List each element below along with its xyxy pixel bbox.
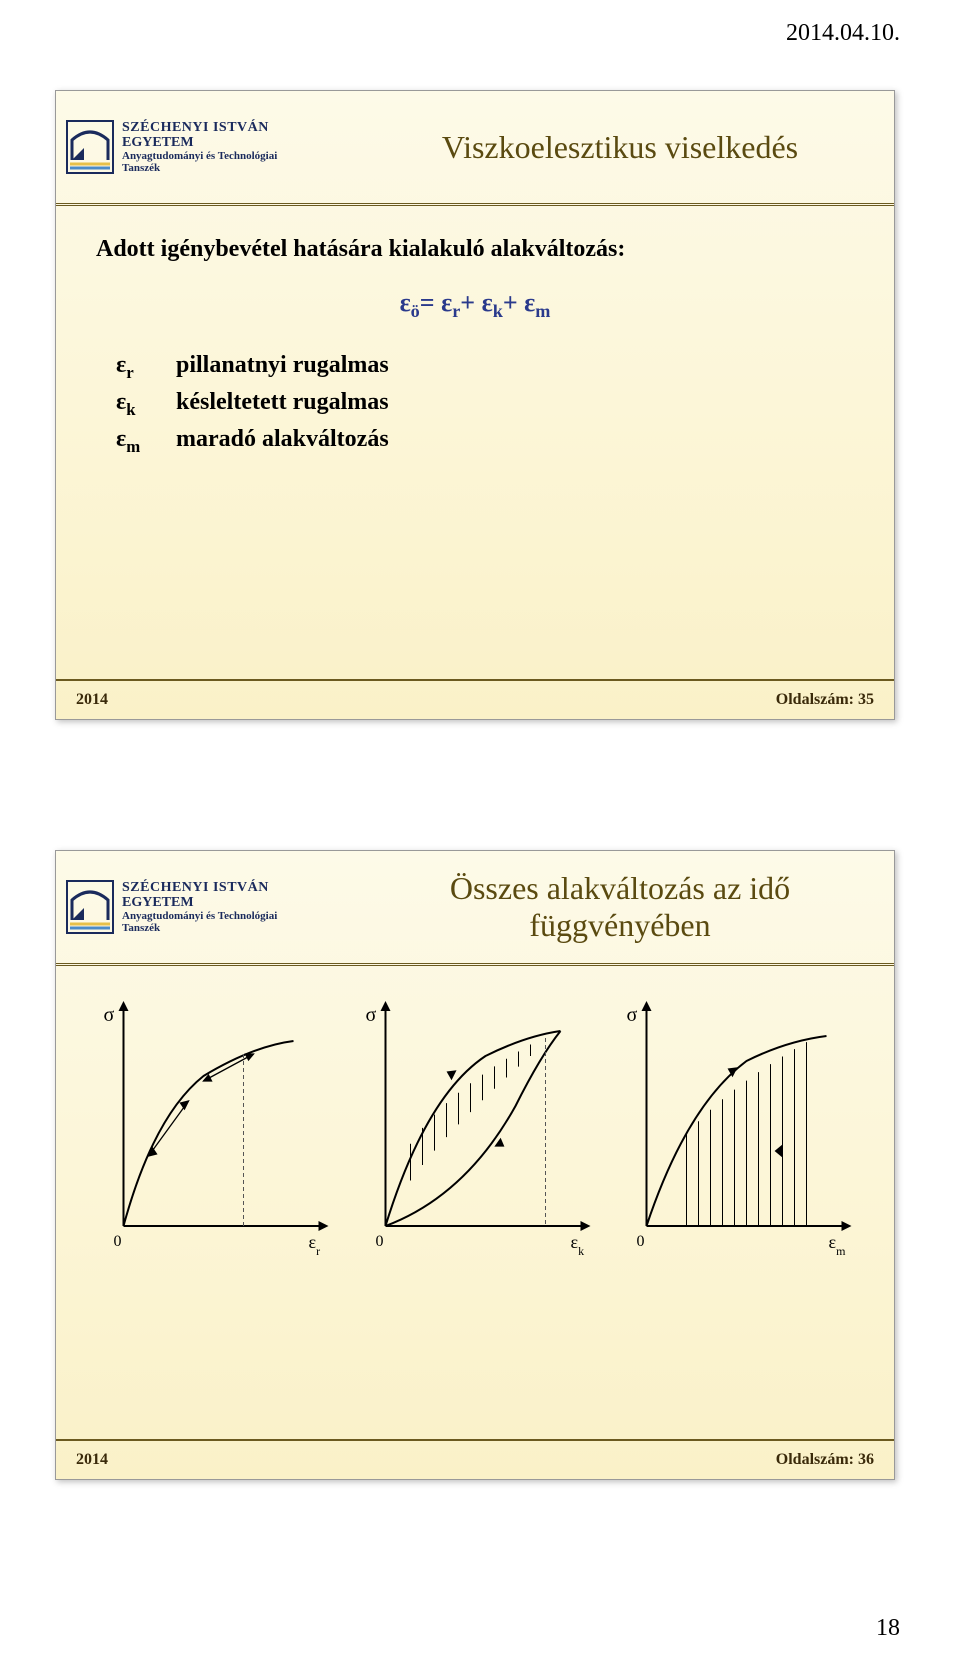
svg-text:σ: σ xyxy=(365,1004,376,1026)
definition-row: εmmaradó alakváltozás xyxy=(116,426,854,457)
slide-36: SZÉCHENYI ISTVÁN EGYETEM Anyagtudományi … xyxy=(55,850,895,1480)
chart-hysteresis: σ 0 εk xyxy=(353,996,598,1256)
definitions: εrpillanatnyi rugalmasεkkésleltetett rug… xyxy=(116,352,854,456)
uni-name-1: SZÉCHENYI ISTVÁN xyxy=(122,880,277,895)
chart-creep: σ 0 εm xyxy=(614,996,859,1256)
uni-dept-2: Tanszék xyxy=(122,162,277,174)
def-text: maradó alakváltozás xyxy=(176,426,389,453)
slide-footer: 2014 Oldalszám: 36 xyxy=(56,1439,894,1479)
uni-name-1: SZÉCHENYI ISTVÁN xyxy=(122,120,277,135)
university-logo-icon xyxy=(66,880,114,934)
footer-page: Oldalszám: 35 xyxy=(776,691,874,709)
svg-text:0: 0 xyxy=(637,1233,645,1250)
slide-title: Összes alakváltozás az idő függvényében xyxy=(366,870,874,944)
svg-text:εm: εm xyxy=(829,1232,847,1256)
formula: εö= εr+ εk+ εm xyxy=(96,288,854,322)
definition-row: εrpillanatnyi rugalmas xyxy=(116,352,854,383)
slide-header: SZÉCHENYI ISTVÁN EGYETEM Anyagtudományi … xyxy=(56,91,894,206)
uni-name-2: EGYETEM xyxy=(122,895,277,910)
svg-text:εr: εr xyxy=(309,1232,321,1256)
def-symbol: εr xyxy=(116,352,176,383)
uni-dept-1: Anyagtudományi és Technológiai xyxy=(122,910,277,922)
charts-row: σ 0 εr σ 0 εk xyxy=(56,966,894,1256)
svg-text:σ: σ xyxy=(104,1004,115,1026)
page-date: 2014.04.10. xyxy=(786,20,900,47)
def-text: pillanatnyi rugalmas xyxy=(176,352,389,379)
def-symbol: εk xyxy=(116,389,176,420)
slide-35: SZÉCHENYI ISTVÁN EGYETEM Anyagtudományi … xyxy=(55,90,895,720)
uni-dept-2: Tanszék xyxy=(122,922,277,934)
slide-header: SZÉCHENYI ISTVÁN EGYETEM Anyagtudományi … xyxy=(56,851,894,966)
svg-text:0: 0 xyxy=(375,1233,383,1250)
definition-row: εkkésleltetett rugalmas xyxy=(116,389,854,420)
logo-block: SZÉCHENYI ISTVÁN EGYETEM Anyagtudományi … xyxy=(66,120,366,175)
slide-title: Viszkoelesztikus viselkedés xyxy=(366,129,874,166)
intro-text: Adott igénybevétel hatására kialakuló al… xyxy=(96,236,854,263)
logo-block: SZÉCHENYI ISTVÁN EGYETEM Anyagtudományi … xyxy=(66,880,366,935)
slide-footer: 2014 Oldalszám: 35 xyxy=(56,679,894,719)
footer-page: Oldalszám: 36 xyxy=(776,1451,874,1469)
university-logo-icon xyxy=(66,120,114,174)
svg-text:εk: εk xyxy=(570,1232,584,1256)
def-symbol: εm xyxy=(116,426,176,457)
chart-elastic: σ 0 εr xyxy=(91,996,336,1256)
def-text: késleltetett rugalmas xyxy=(176,389,389,416)
uni-dept-1: Anyagtudományi és Technológiai xyxy=(122,150,277,162)
svg-text:0: 0 xyxy=(114,1233,122,1250)
footer-year: 2014 xyxy=(76,691,108,709)
page-number: 18 xyxy=(876,1615,900,1642)
footer-year: 2014 xyxy=(76,1451,108,1469)
uni-name-2: EGYETEM xyxy=(122,135,277,150)
svg-text:σ: σ xyxy=(627,1004,638,1026)
